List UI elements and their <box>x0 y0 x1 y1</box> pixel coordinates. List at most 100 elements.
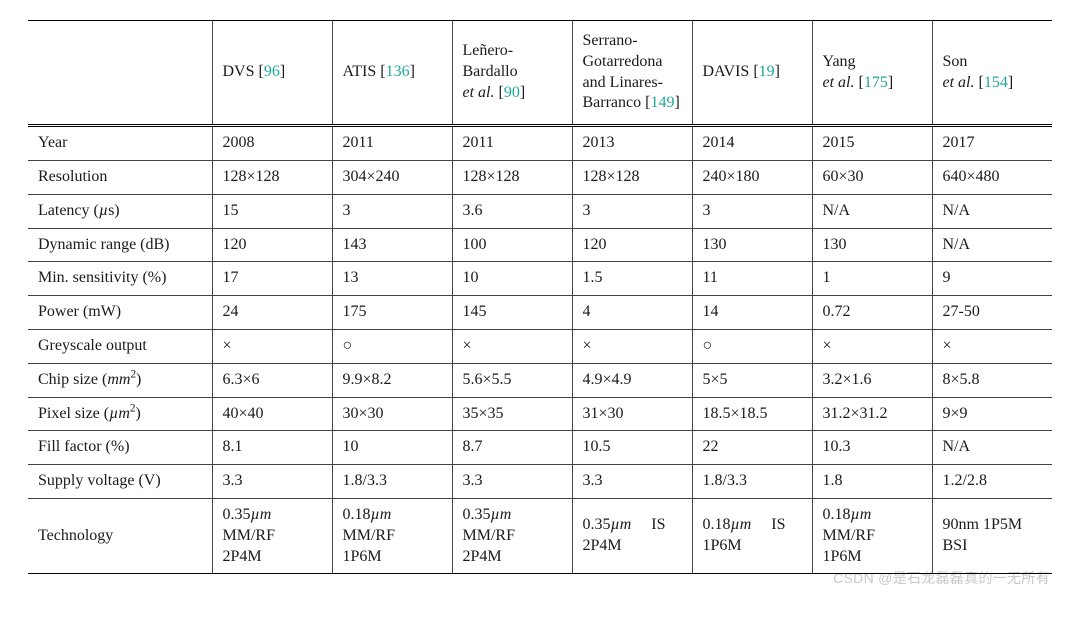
cell: 0.18µmMM/RF1P6M <box>812 498 932 573</box>
cell: 120 <box>212 228 332 262</box>
cell: 31×30 <box>572 397 692 431</box>
cell: × <box>812 329 932 363</box>
cell: 2008 <box>212 126 332 161</box>
cell: 130 <box>692 228 812 262</box>
cell: N/A <box>932 194 1052 228</box>
cell: 90nm 1P5MBSI <box>932 498 1052 573</box>
comparison-table: DVS [96]ATIS [136]Leñero-Bardalloet al. … <box>28 20 1052 574</box>
cell: 3.3 <box>212 465 332 499</box>
cell: 60×30 <box>812 160 932 194</box>
table-row: Greyscale output×○××○×× <box>28 329 1052 363</box>
cell: 4 <box>572 296 692 330</box>
cell: 3.6 <box>452 194 572 228</box>
cell: N/A <box>932 228 1052 262</box>
row-label: Resolution <box>28 160 212 194</box>
table-row: Min. sensitivity (%)1713101.51119 <box>28 262 1052 296</box>
cell: 1 <box>812 262 932 296</box>
cell: × <box>212 329 332 363</box>
cell: 0.18µm IS1P6M <box>692 498 812 573</box>
cell: 128×128 <box>452 160 572 194</box>
cell: 15 <box>212 194 332 228</box>
column-header: Leñero-Bardalloet al. [90] <box>452 21 572 126</box>
cell: ○ <box>332 329 452 363</box>
row-label: Dynamic range (dB) <box>28 228 212 262</box>
cell: 9.9×8.2 <box>332 363 452 397</box>
table-row: Year2008201120112013201420152017 <box>28 126 1052 161</box>
cell: 11 <box>692 262 812 296</box>
row-label: Latency (µs) <box>28 194 212 228</box>
cell: 1.8/3.3 <box>692 465 812 499</box>
column-header: Yanget al. [175] <box>812 21 932 126</box>
row-label: Chip size (mm2) <box>28 363 212 397</box>
row-label: Technology <box>28 498 212 573</box>
cell: 24 <box>212 296 332 330</box>
cell: 2011 <box>452 126 572 161</box>
cell: ○ <box>692 329 812 363</box>
cell: 30×30 <box>332 397 452 431</box>
column-header: DVS [96] <box>212 21 332 126</box>
cell: 1.8/3.3 <box>332 465 452 499</box>
header-blank <box>28 21 212 126</box>
cell: 2015 <box>812 126 932 161</box>
cell: 3.3 <box>572 465 692 499</box>
cell: 2011 <box>332 126 452 161</box>
cell: 31.2×31.2 <box>812 397 932 431</box>
cell: 3 <box>332 194 452 228</box>
table-row: Supply voltage (V)3.31.8/3.33.33.31.8/3.… <box>28 465 1052 499</box>
cell: 5.6×5.5 <box>452 363 572 397</box>
cell: 8.7 <box>452 431 572 465</box>
cell: 14 <box>692 296 812 330</box>
cell: 2014 <box>692 126 812 161</box>
cell: 2013 <box>572 126 692 161</box>
cell: 2017 <box>932 126 1052 161</box>
column-header: DAVIS [19] <box>692 21 812 126</box>
table-row: Pixel size (µm2)40×4030×3035×3531×3018.5… <box>28 397 1052 431</box>
row-label: Year <box>28 126 212 161</box>
cell: N/A <box>932 431 1052 465</box>
cell: 1.2/2.8 <box>932 465 1052 499</box>
row-label: Power (mW) <box>28 296 212 330</box>
table-row: Chip size (mm2)6.3×69.9×8.25.6×5.54.9×4.… <box>28 363 1052 397</box>
cell: 27-50 <box>932 296 1052 330</box>
cell: 6.3×6 <box>212 363 332 397</box>
cell: 10.5 <box>572 431 692 465</box>
cell: 1.8 <box>812 465 932 499</box>
row-label: Pixel size (µm2) <box>28 397 212 431</box>
row-label: Fill factor (%) <box>28 431 212 465</box>
cell: 3 <box>572 194 692 228</box>
cell: 9 <box>932 262 1052 296</box>
table-row: Power (mW)241751454140.7227-50 <box>28 296 1052 330</box>
cell: 120 <box>572 228 692 262</box>
cell: 40×40 <box>212 397 332 431</box>
cell: 143 <box>332 228 452 262</box>
row-label: Min. sensitivity (%) <box>28 262 212 296</box>
table-row: Latency (µs)1533.633N/AN/A <box>28 194 1052 228</box>
cell: 640×480 <box>932 160 1052 194</box>
cell: × <box>932 329 1052 363</box>
cell: 17 <box>212 262 332 296</box>
cell: 0.35µmMM/RF2P4M <box>452 498 572 573</box>
cell: 0.35µmMM/RF2P4M <box>212 498 332 573</box>
cell: 10.3 <box>812 431 932 465</box>
column-header: Sonet al. [154] <box>932 21 1052 126</box>
cell: 18.5×18.5 <box>692 397 812 431</box>
table-row: Technology0.35µmMM/RF2P4M0.18µmMM/RF1P6M… <box>28 498 1052 573</box>
cell: 0.72 <box>812 296 932 330</box>
cell: 0.35µm IS2P4M <box>572 498 692 573</box>
column-header: ATIS [136] <box>332 21 452 126</box>
cell: × <box>572 329 692 363</box>
table-row: Fill factor (%)8.1108.710.52210.3N/A <box>28 431 1052 465</box>
cell: 175 <box>332 296 452 330</box>
cell: 3.3 <box>452 465 572 499</box>
cell: 13 <box>332 262 452 296</box>
cell: 240×180 <box>692 160 812 194</box>
cell: 100 <box>452 228 572 262</box>
table-row: Resolution128×128304×240128×128128×12824… <box>28 160 1052 194</box>
cell: 130 <box>812 228 932 262</box>
cell: 3.2×1.6 <box>812 363 932 397</box>
cell: 145 <box>452 296 572 330</box>
cell: 8×5.8 <box>932 363 1052 397</box>
cell: 5×5 <box>692 363 812 397</box>
cell: 3 <box>692 194 812 228</box>
table-row: Dynamic range (dB)120143100120130130N/A <box>28 228 1052 262</box>
